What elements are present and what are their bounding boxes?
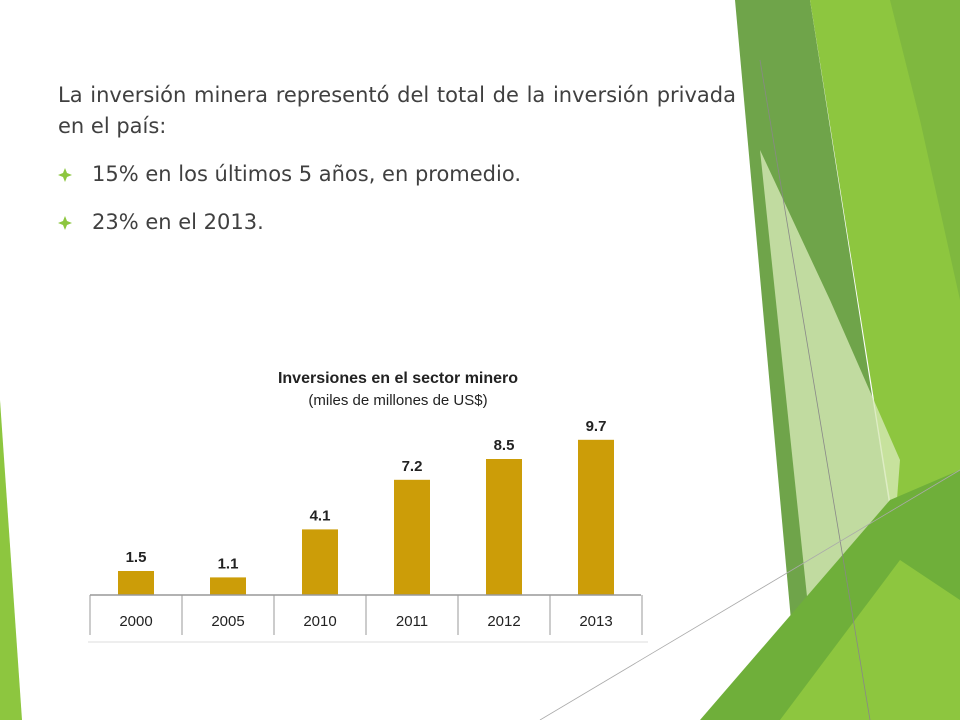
chart-title: Inversiones en el sector minero xyxy=(278,370,518,387)
data-label-2013: 9.7 xyxy=(586,418,607,435)
x-tick-label-2005: 2005 xyxy=(211,613,244,630)
x-tick-label-2012: 2012 xyxy=(487,613,520,630)
x-tick-label-2010: 2010 xyxy=(303,613,336,630)
bar-2012 xyxy=(486,459,522,595)
x-tick-label-2011: 2011 xyxy=(396,613,428,630)
deco-line-1 xyxy=(759,59,871,720)
facet-bottom-light xyxy=(780,560,960,720)
bar-2005 xyxy=(210,577,246,595)
x-tick-label-2000: 2000 xyxy=(119,613,152,630)
x-tick-label-2013: 2013 xyxy=(579,613,612,630)
x-axis-separators xyxy=(89,595,643,635)
slide-text: La inversión minera representó del total… xyxy=(58,80,736,238)
data-label-2010: 4.1 xyxy=(310,507,331,524)
data-label-2000: 1.5 xyxy=(126,549,147,566)
data-label-2012: 8.5 xyxy=(494,437,515,454)
bar-2010 xyxy=(302,529,338,595)
bullet-item: 15% en los últimos 5 años, en promedio. xyxy=(58,159,736,190)
bullet-item: 23% en el 2013. xyxy=(58,207,736,238)
intro-text: La inversión minera representó del total… xyxy=(58,83,736,138)
x-axis-labels: 2000 2005 2010 2011 2012 2013 xyxy=(119,613,612,630)
bars-group: 1.5 1.1 4.1 7.2 8.5 9.7 xyxy=(118,418,614,595)
left-green-sliver xyxy=(0,400,22,720)
diamond-bullet-icon xyxy=(58,168,72,182)
facet-mid-green xyxy=(890,0,960,300)
data-label-2005: 1.1 xyxy=(218,555,239,572)
diamond-bullet-icon xyxy=(58,216,72,230)
bullet-text: 23% en el 2013. xyxy=(92,210,264,234)
bar-2013 xyxy=(578,439,614,595)
bullet-text: 15% en los últimos 5 años, en promedio. xyxy=(92,162,521,186)
bar-2000 xyxy=(118,571,154,595)
chart-subtitle: (miles de millones de US$) xyxy=(308,392,487,409)
investment-bar-chart: Inversiones en el sector minero (miles d… xyxy=(88,370,648,643)
deco-line-2 xyxy=(539,469,960,720)
data-label-2011: 7.2 xyxy=(402,458,423,475)
bar-2011 xyxy=(394,479,430,595)
